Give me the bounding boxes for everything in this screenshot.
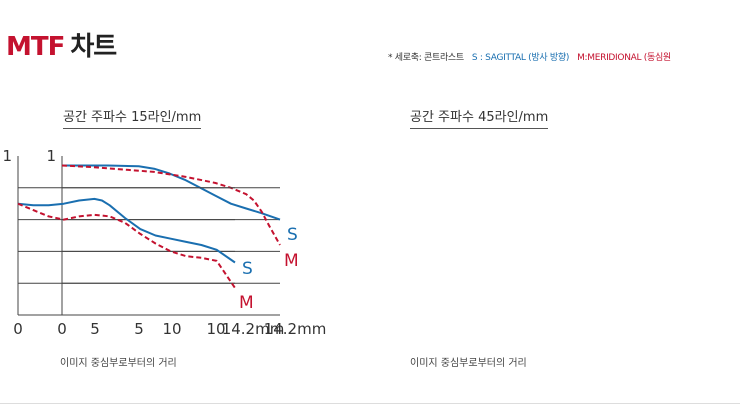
y-tick-label: 1 bbox=[46, 147, 56, 165]
legend-meridional: M:MERIDIONAL (동심원 bbox=[577, 53, 671, 63]
title-chart-word: 차트 bbox=[70, 32, 117, 62]
legend-vertical-axis-note: * 세로축: 콘트라스트 bbox=[388, 53, 464, 63]
x-axis-label-right: 이미지 중심부로부터의 거리 bbox=[410, 358, 527, 369]
series-line-s bbox=[17, 197, 236, 264]
series-label-s: S bbox=[287, 225, 298, 245]
series-label-m: M bbox=[239, 293, 254, 313]
y-tick-label: 1 bbox=[2, 147, 12, 165]
title-mtf: MTF bbox=[6, 32, 65, 62]
x-axis-label-left: 이미지 중심부로부터의 거리 bbox=[60, 358, 177, 369]
series-line-m bbox=[17, 202, 236, 289]
footer-divider bbox=[0, 403, 740, 404]
series-line-m bbox=[61, 164, 281, 246]
x-tick-label: 0 bbox=[57, 320, 67, 338]
x-tick-label: 5 bbox=[90, 320, 100, 338]
axis-legend: * 세로축: 콘트라스트 S : SAGITTAL (방사 방향) M:MERIDI… bbox=[388, 50, 740, 63]
x-tick-label: 10 bbox=[162, 320, 181, 338]
series-label-s: S bbox=[242, 259, 253, 279]
x-tick-label: 0 bbox=[13, 320, 23, 338]
chart-title-45lpmm: 공간 주파수 45라인/mm bbox=[410, 106, 549, 129]
page-title: MTF 차트 bbox=[6, 26, 117, 63]
x-tick-label: 5 bbox=[134, 320, 144, 338]
legend-sagittal: S : SAGITTAL (방사 방향) bbox=[471, 53, 570, 63]
x-tick-label: 10 bbox=[206, 320, 225, 338]
series-line-s bbox=[62, 164, 281, 221]
x-tick-label: 14.2mm bbox=[264, 320, 327, 338]
x-tick-label: 14.2mm bbox=[222, 320, 285, 338]
series-label-m: M bbox=[284, 251, 299, 271]
chart-title-15lpmm: 공간 주파수 15라인/mm bbox=[63, 106, 202, 129]
